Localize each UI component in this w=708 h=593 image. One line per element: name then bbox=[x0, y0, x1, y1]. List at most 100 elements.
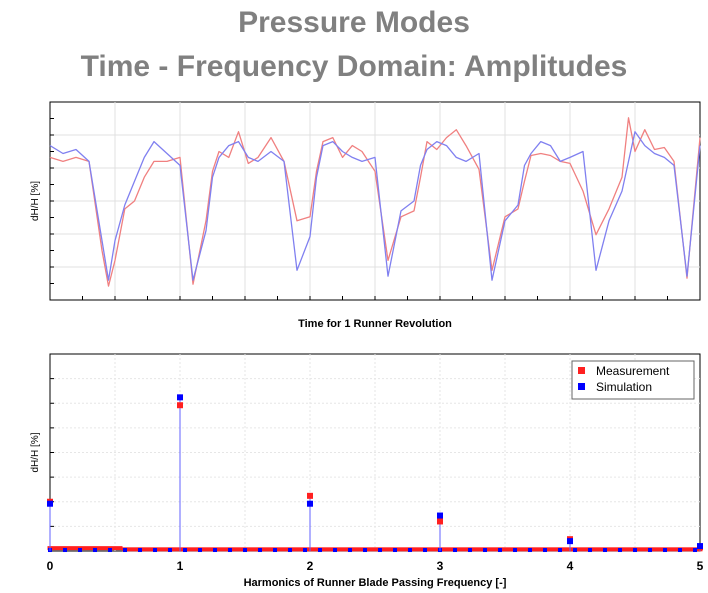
baseline-measurement-marker bbox=[507, 547, 513, 552]
measurement-marker bbox=[177, 402, 183, 409]
baseline-measurement-marker bbox=[52, 546, 58, 551]
legend-measurement-label: Measurement bbox=[596, 364, 670, 378]
baseline-measurement-marker bbox=[687, 547, 693, 552]
baseline-measurement-marker bbox=[672, 547, 678, 552]
baseline-measurement-marker bbox=[537, 547, 543, 552]
baseline-measurement-marker bbox=[82, 546, 88, 551]
title-line-1: Pressure Modes bbox=[238, 6, 470, 39]
baseline-measurement-marker bbox=[652, 547, 658, 552]
baseline-measurement-marker bbox=[312, 547, 318, 552]
baseline-simulation-marker bbox=[543, 548, 547, 553]
time-plot-series bbox=[49, 117, 701, 287]
baseline-measurement-marker bbox=[352, 547, 358, 552]
baseline-simulation-marker bbox=[168, 548, 172, 553]
baseline-measurement-marker bbox=[577, 547, 583, 552]
baseline-measurement-marker bbox=[202, 547, 208, 552]
baseline-measurement-marker bbox=[187, 547, 193, 552]
baseline-measurement-marker bbox=[87, 546, 93, 551]
measurement-marker bbox=[437, 518, 443, 525]
baseline-measurement-marker bbox=[217, 547, 223, 552]
baseline-measurement-marker bbox=[432, 547, 438, 552]
baseline-measurement-marker bbox=[262, 547, 268, 552]
baseline-simulation-marker bbox=[468, 548, 472, 553]
baseline-measurement-marker bbox=[412, 547, 418, 552]
simulation-marker bbox=[177, 394, 183, 401]
baseline-simulation-marker bbox=[558, 548, 562, 553]
baseline-simulation-marker bbox=[378, 548, 382, 553]
baseline-measurement-marker bbox=[322, 547, 328, 552]
baseline-simulation-marker bbox=[693, 548, 697, 553]
baseline-measurement-marker bbox=[192, 547, 198, 552]
simulation-marker bbox=[567, 538, 573, 545]
baseline-measurement-marker bbox=[102, 546, 108, 551]
legend-measurement-swatch bbox=[578, 367, 585, 374]
baseline-simulation-marker bbox=[453, 548, 457, 553]
baseline-simulation-marker bbox=[288, 548, 292, 553]
baseline-measurement-marker bbox=[67, 546, 73, 551]
baseline-measurement-marker bbox=[402, 547, 408, 552]
frequency-domain-plot: 0 1 2 3 4 5 Harmonics of Runner Blade Passing… bbox=[30, 353, 704, 589]
baseline-measurement-marker bbox=[382, 547, 388, 552]
freq-x-axis-label: Harmonics of Runner Blade Passing Freque… bbox=[244, 577, 507, 589]
baseline-measurement-marker bbox=[97, 546, 103, 551]
baseline-simulation-marker bbox=[513, 548, 517, 553]
baseline-measurement-marker bbox=[667, 547, 673, 552]
baseline-simulation-marker bbox=[678, 548, 682, 553]
baseline-measurement-marker bbox=[292, 547, 298, 552]
legend-simulation-label: Simulation bbox=[596, 380, 652, 394]
baseline-simulation-marker bbox=[108, 548, 112, 553]
baseline-simulation-marker bbox=[423, 548, 427, 553]
simulation-marker bbox=[437, 512, 443, 519]
baseline-measurement-marker bbox=[627, 547, 633, 552]
baseline-measurement-marker bbox=[297, 547, 303, 552]
baseline-simulation-marker bbox=[153, 548, 157, 553]
freq-x-tick-labels: 0 1 2 3 4 5 bbox=[47, 559, 704, 573]
baseline-measurement-marker bbox=[142, 547, 148, 552]
baseline-simulation-marker bbox=[318, 548, 322, 553]
baseline-measurement-marker bbox=[502, 547, 508, 552]
baseline-measurement-marker bbox=[387, 547, 393, 552]
baseline-measurement-marker bbox=[592, 547, 598, 552]
baseline-measurement-marker bbox=[622, 547, 628, 552]
baseline-measurement-marker bbox=[127, 547, 133, 552]
baseline-measurement-marker bbox=[582, 547, 588, 552]
baseline-simulation-marker bbox=[273, 548, 277, 553]
baseline-measurement-marker bbox=[682, 547, 688, 552]
baseline-simulation-marker bbox=[618, 548, 622, 553]
time-measurement-line bbox=[49, 117, 701, 287]
baseline-simulation-marker bbox=[633, 548, 637, 553]
baseline-measurement-marker bbox=[282, 547, 288, 552]
baseline-simulation-marker bbox=[363, 548, 367, 553]
baseline-measurement-marker bbox=[157, 547, 163, 552]
baseline-measurement-marker bbox=[277, 547, 283, 552]
baseline-measurement-marker bbox=[442, 547, 448, 552]
baseline-simulation-marker bbox=[93, 548, 97, 553]
baseline-measurement-marker bbox=[612, 547, 618, 552]
baseline-simulation-marker bbox=[78, 548, 82, 553]
baseline-simulation-marker bbox=[393, 548, 397, 553]
baseline-measurement-marker bbox=[552, 547, 558, 552]
simulation-marker bbox=[697, 543, 703, 550]
baseline-measurement-marker bbox=[357, 547, 363, 552]
baseline-measurement-marker bbox=[397, 547, 403, 552]
baseline-measurement-marker bbox=[112, 546, 118, 551]
baseline-measurement-marker bbox=[517, 547, 523, 552]
baseline-measurement-marker bbox=[417, 547, 423, 552]
title-line-2: Time - Frequency Domain: Amplitudes bbox=[80, 50, 628, 83]
freq-plot-series bbox=[47, 394, 703, 551]
legend: Measurement Simulation bbox=[571, 360, 695, 400]
baseline-simulation-marker bbox=[303, 548, 307, 553]
baseline-measurement-marker bbox=[532, 547, 538, 552]
freq-x-tick-label: 5 bbox=[697, 559, 704, 573]
baseline-simulation-marker bbox=[348, 548, 352, 553]
baseline-measurement-marker bbox=[607, 547, 613, 552]
baseline-simulation-marker bbox=[213, 548, 217, 553]
baseline-measurement-marker bbox=[117, 546, 123, 551]
baseline-simulation-marker bbox=[648, 548, 652, 553]
baseline-measurement-marker bbox=[172, 547, 178, 552]
time-simulation-line bbox=[49, 131, 701, 281]
simulation-marker bbox=[307, 500, 313, 507]
baseline-measurement-marker bbox=[457, 547, 463, 552]
baseline-simulation-marker bbox=[243, 548, 247, 553]
legend-box bbox=[571, 360, 695, 400]
